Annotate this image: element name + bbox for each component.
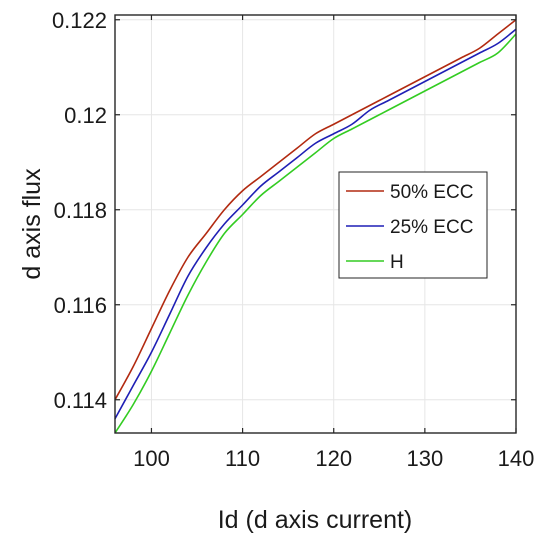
x-tick-label: 120 xyxy=(315,446,352,471)
series-line-3 xyxy=(114,33,517,434)
plot-area-frame xyxy=(114,14,517,434)
series-lines xyxy=(114,19,517,434)
y-tick-label: 0.122 xyxy=(52,8,107,33)
y-tick-label: 0.12 xyxy=(64,103,107,128)
x-tick-label: 100 xyxy=(133,446,170,471)
series-line-1 xyxy=(114,19,517,401)
x-axis-label: Id (d axis current) xyxy=(218,506,413,534)
x-tick-label: 140 xyxy=(498,446,535,471)
legend-label: H xyxy=(390,252,404,273)
legend: 50% ECC 25% ECC H xyxy=(338,171,488,279)
x-tick-label: 130 xyxy=(407,446,444,471)
y-tick-label: 0.116 xyxy=(54,293,107,318)
y-tick-label: 0.118 xyxy=(54,198,107,223)
series-line-2 xyxy=(114,28,517,420)
x-tick-label: 110 xyxy=(225,446,260,471)
axis-ticks: 100 110 120 130 140 0.114 0.116 0.118 0.12 0.122 xyxy=(52,8,534,471)
legend-label: 50% ECC xyxy=(390,182,473,203)
y-tick-label: 0.114 xyxy=(54,388,107,413)
legend-label: 25% ECC xyxy=(390,217,473,238)
y-axis-label: d axis flux xyxy=(18,168,46,280)
